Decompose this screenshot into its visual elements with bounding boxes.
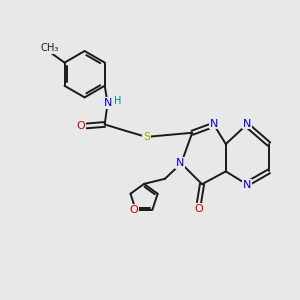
Text: N: N: [243, 118, 251, 128]
Text: S: S: [143, 132, 151, 142]
Text: CH₃: CH₃: [40, 44, 59, 53]
Text: O: O: [76, 121, 85, 131]
Text: O: O: [130, 205, 139, 215]
Text: N: N: [210, 118, 218, 128]
Text: H: H: [114, 96, 122, 106]
Text: N: N: [104, 98, 112, 108]
Text: N: N: [176, 158, 184, 168]
Text: N: N: [243, 180, 251, 190]
Text: O: O: [195, 204, 203, 214]
